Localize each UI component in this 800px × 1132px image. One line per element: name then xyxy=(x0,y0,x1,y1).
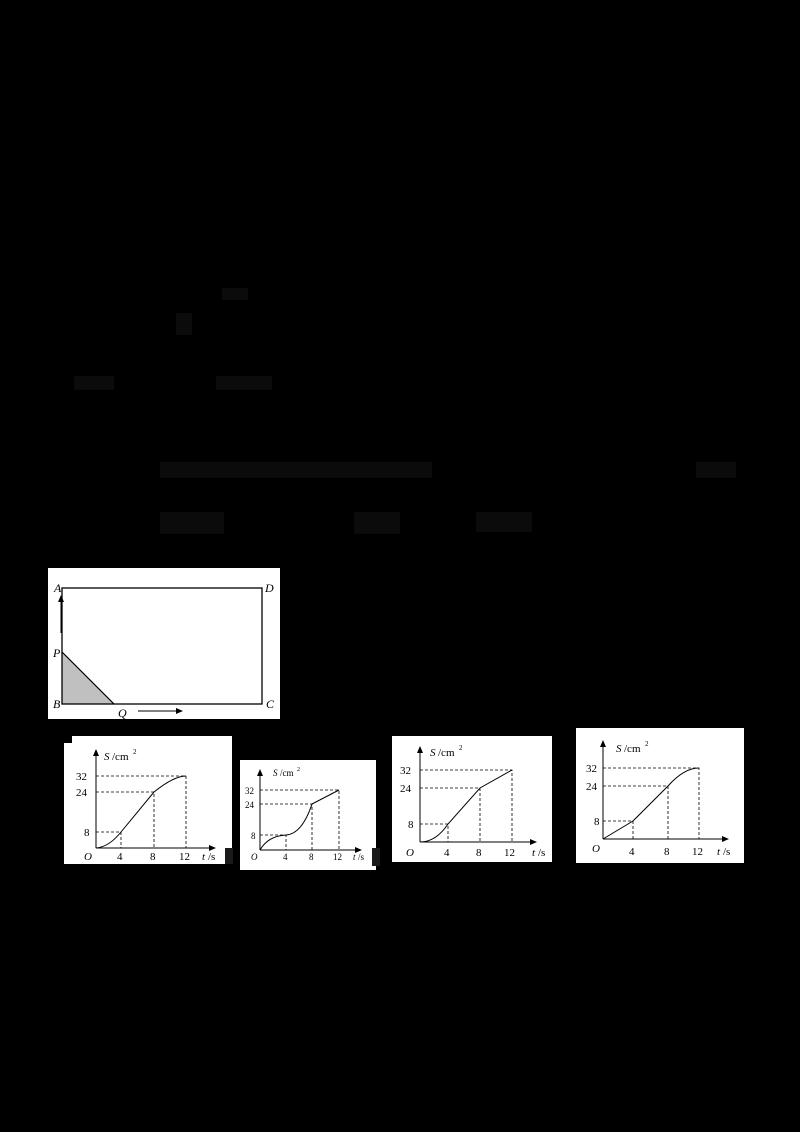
x-label-t: t xyxy=(353,852,356,862)
label-b: B xyxy=(53,697,61,711)
chart-c-svg: S /cm 2 32 24 8 O 4 8 12 t /s xyxy=(400,744,545,859)
origin-label: O xyxy=(592,843,600,855)
segment-pq xyxy=(61,651,115,705)
tick-x4: 4 xyxy=(444,847,450,859)
tick-x8: 8 xyxy=(476,847,482,859)
illegible-text-block xyxy=(476,512,532,532)
tick-x12: 12 xyxy=(179,851,190,863)
x-label-unit: /s xyxy=(358,852,365,862)
y-axis-arrow-icon xyxy=(257,769,263,776)
illegible-text-block xyxy=(216,376,272,390)
tick-y24: 24 xyxy=(245,800,255,810)
chart-b-svg: S /cm 2 32 24 8 O 4 8 12 t /s xyxy=(245,767,365,862)
curve-c xyxy=(419,769,513,843)
x-label-t: t xyxy=(532,847,536,859)
x-label-t: t xyxy=(202,851,206,863)
label-d: D xyxy=(264,581,274,595)
tick-x12: 12 xyxy=(692,846,703,858)
y-axis-arrow-icon xyxy=(600,740,606,747)
y-label-unit: /cm xyxy=(624,743,641,755)
tick-y32: 32 xyxy=(586,763,597,775)
y-label-unit: /cm xyxy=(438,747,455,759)
rectangle-figure: A D P B C Q xyxy=(48,568,280,719)
y-label-unit: /cm xyxy=(280,768,294,778)
y-label-s: S xyxy=(104,751,110,763)
x-label-unit: /s xyxy=(723,846,730,858)
tick-x12: 12 xyxy=(333,852,342,862)
tick-x8: 8 xyxy=(150,851,156,863)
tick-y32: 32 xyxy=(400,765,411,777)
x-label-t: t xyxy=(717,846,721,858)
label-c: C xyxy=(266,697,275,711)
curve-d xyxy=(602,767,700,840)
origin-label: O xyxy=(406,847,414,859)
y-label-sup: 2 xyxy=(645,740,649,748)
y-axis-arrow-icon xyxy=(417,746,423,753)
tick-x4: 4 xyxy=(629,846,635,858)
chart-option-c: S /cm 2 32 24 8 O 4 8 12 t /s xyxy=(392,736,552,862)
illegible-text-block xyxy=(354,512,400,534)
tick-x12: 12 xyxy=(504,847,515,859)
label-a: A xyxy=(53,581,62,595)
illegible-text-block xyxy=(222,288,248,300)
tick-y8: 8 xyxy=(594,816,600,828)
y-label-unit: /cm xyxy=(112,751,129,763)
origin-label: O xyxy=(84,851,92,863)
option-label-fragment xyxy=(372,848,380,866)
rectangle-abcd xyxy=(61,587,263,705)
rectangle-diagram: A D P B C Q xyxy=(52,581,275,719)
x-label-unit: /s xyxy=(538,847,545,859)
chart-d-svg: S /cm 2 32 24 8 O 4 8 12 t /s xyxy=(586,740,730,858)
illegible-text-block xyxy=(160,462,432,478)
tick-y24: 24 xyxy=(76,787,88,799)
tick-x8: 8 xyxy=(664,846,670,858)
origin-label: O xyxy=(251,852,258,862)
y-label-s: S xyxy=(616,743,622,755)
y-axis-arrow-icon xyxy=(93,749,99,756)
illegible-text-block xyxy=(696,462,736,478)
label-p: P xyxy=(52,646,61,660)
tick-x4: 4 xyxy=(283,852,288,862)
tick-y8: 8 xyxy=(251,831,256,841)
option-label-fragment xyxy=(225,848,233,864)
illegible-text-block xyxy=(160,512,224,534)
curve-a xyxy=(95,775,187,849)
label-q: Q xyxy=(118,706,127,719)
chart-option-d: S /cm 2 32 24 8 O 4 8 12 t /s xyxy=(576,728,744,863)
x-axis-arrow-icon xyxy=(355,847,362,853)
x-axis-arrow-icon xyxy=(530,839,537,845)
tick-y32: 32 xyxy=(245,786,254,796)
illegible-text-block xyxy=(176,313,192,335)
chart-option-b: S /cm 2 32 24 8 O 4 8 12 t /s xyxy=(240,760,376,870)
tick-y24: 24 xyxy=(586,781,598,793)
x-axis-arrow-icon xyxy=(722,836,729,842)
tick-y8: 8 xyxy=(84,827,90,839)
tick-x4: 4 xyxy=(117,851,123,863)
x-label-unit: /s xyxy=(208,851,215,863)
y-label-s: S xyxy=(430,747,436,759)
y-label-s: S xyxy=(273,768,278,778)
tick-x8: 8 xyxy=(309,852,314,862)
chart-option-a: S /cm 2 32 24 8 O 4 8 12 t /s xyxy=(64,736,232,864)
y-label-sup: 2 xyxy=(133,748,137,756)
chart-a-svg: S /cm 2 32 24 8 O 4 8 12 t /s xyxy=(64,736,216,863)
y-label-sup: 2 xyxy=(459,744,463,752)
tick-y8: 8 xyxy=(408,819,414,831)
x-axis-arrow-icon xyxy=(209,845,216,851)
curve-b xyxy=(259,789,340,851)
y-label-sup: 2 xyxy=(297,767,300,773)
tick-y24: 24 xyxy=(400,783,412,795)
arrow-right-head-icon xyxy=(176,708,183,714)
illegible-text-block xyxy=(74,376,114,390)
arrow-up-head-icon xyxy=(58,595,64,602)
tick-y32: 32 xyxy=(76,771,87,783)
